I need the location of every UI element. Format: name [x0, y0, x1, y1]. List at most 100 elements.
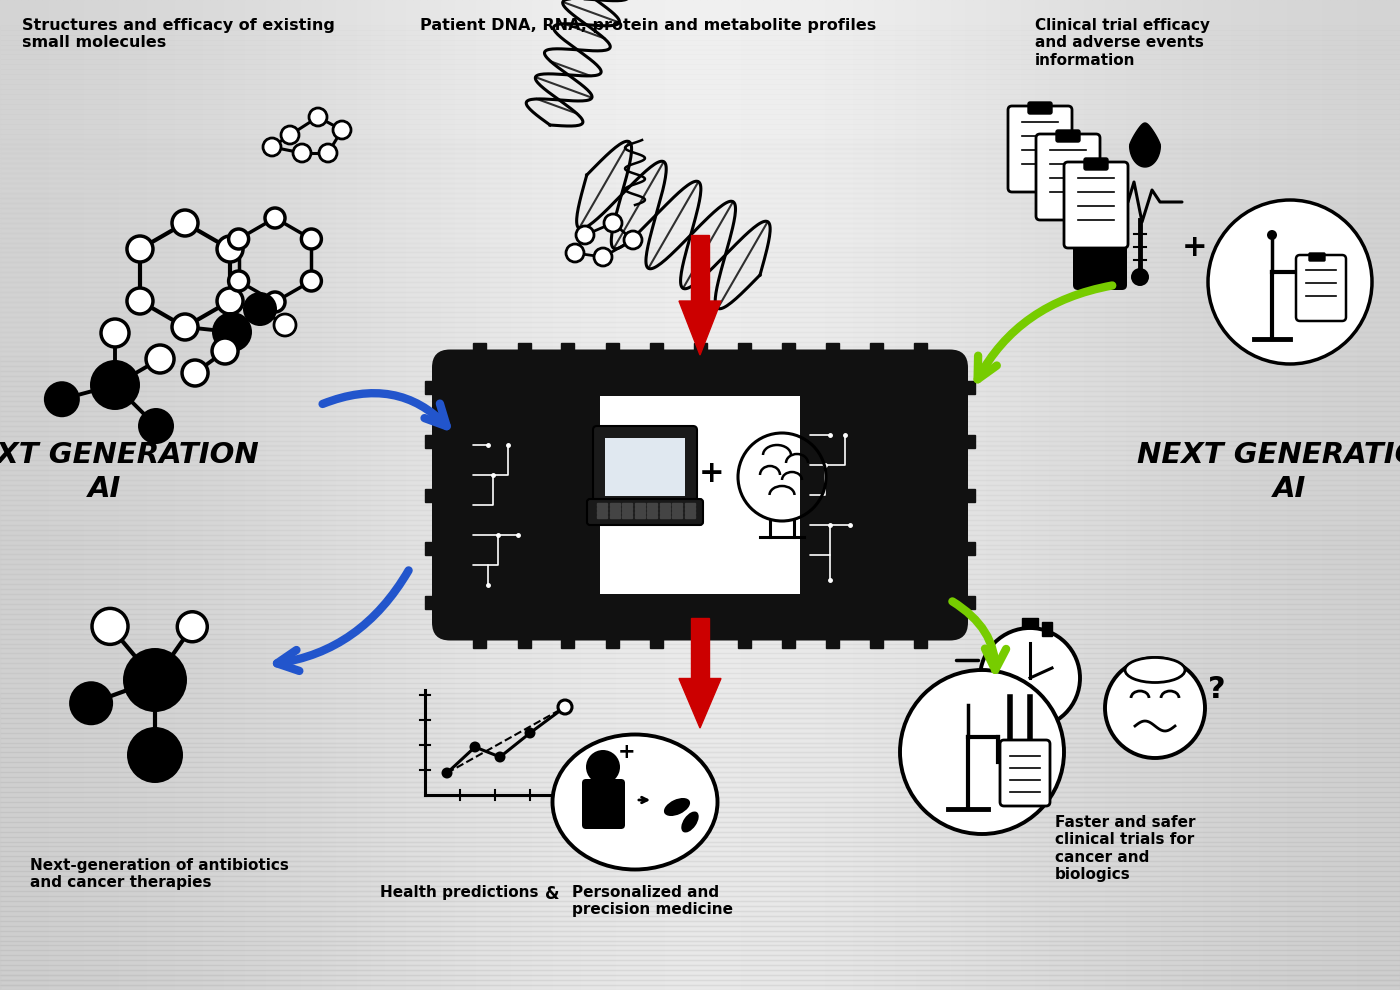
Bar: [0, 554, 1400, 559]
Text: &: &: [545, 885, 559, 903]
Bar: [1155, 0, 1162, 990]
Bar: [0, 792, 1400, 797]
Circle shape: [92, 609, 127, 644]
Bar: [473, 343, 487, 367]
FancyBboxPatch shape: [1064, 162, 1128, 248]
Bar: [0, 629, 1400, 634]
Bar: [0, 282, 1400, 287]
Ellipse shape: [1126, 657, 1184, 682]
Bar: [0, 549, 1400, 554]
Bar: [0, 574, 1400, 579]
Bar: [1029, 0, 1036, 990]
Bar: [596, 511, 608, 514]
FancyBboxPatch shape: [594, 426, 697, 506]
Bar: [659, 503, 669, 506]
Bar: [692, 235, 708, 301]
Bar: [392, 0, 399, 990]
Bar: [560, 0, 567, 990]
Bar: [609, 511, 620, 514]
Bar: [0, 480, 1400, 485]
Bar: [0, 460, 1400, 465]
Bar: [0, 366, 1400, 371]
Bar: [1022, 618, 1037, 628]
Bar: [0, 559, 1400, 564]
Bar: [738, 343, 750, 367]
Bar: [0, 50, 1400, 54]
Bar: [805, 396, 935, 594]
Bar: [0, 322, 1400, 327]
Polygon shape: [1130, 123, 1161, 167]
Bar: [0, 307, 1400, 312]
Bar: [469, 0, 476, 990]
Bar: [0, 653, 1400, 658]
Bar: [561, 623, 574, 647]
Bar: [0, 297, 1400, 302]
Bar: [539, 0, 546, 990]
Bar: [1042, 622, 1051, 636]
Bar: [511, 0, 518, 990]
Bar: [1253, 0, 1260, 990]
Bar: [1239, 0, 1246, 990]
Circle shape: [172, 210, 197, 236]
Bar: [252, 0, 259, 990]
Bar: [0, 158, 1400, 163]
Bar: [0, 396, 1400, 401]
Bar: [679, 0, 686, 990]
Bar: [0, 346, 1400, 351]
Bar: [693, 343, 707, 367]
Bar: [1015, 0, 1022, 990]
Bar: [0, 79, 1400, 84]
Bar: [913, 623, 927, 647]
Bar: [301, 0, 308, 990]
Bar: [1302, 0, 1309, 990]
Circle shape: [178, 612, 207, 642]
Bar: [634, 507, 644, 510]
Bar: [1316, 0, 1323, 990]
Bar: [336, 0, 343, 990]
FancyBboxPatch shape: [587, 499, 703, 525]
Bar: [224, 0, 231, 990]
Bar: [0, 109, 1400, 114]
Bar: [685, 511, 694, 514]
Bar: [434, 0, 441, 990]
Bar: [781, 343, 795, 367]
Circle shape: [43, 381, 80, 417]
Bar: [245, 0, 252, 990]
Text: +: +: [699, 458, 725, 487]
Bar: [756, 0, 763, 990]
Ellipse shape: [682, 812, 699, 833]
Bar: [980, 0, 987, 990]
Bar: [518, 343, 531, 367]
Circle shape: [217, 236, 244, 262]
FancyBboxPatch shape: [1084, 158, 1107, 170]
Text: NEXT GENERATION
AI: NEXT GENERATION AI: [0, 441, 259, 503]
Bar: [0, 772, 1400, 777]
Bar: [203, 0, 210, 990]
Bar: [693, 0, 700, 990]
Bar: [0, 614, 1400, 619]
Text: Personalized and
precision medicine: Personalized and precision medicine: [573, 885, 734, 918]
Bar: [1281, 0, 1288, 990]
Bar: [609, 507, 620, 510]
Bar: [1225, 0, 1232, 990]
Bar: [561, 343, 574, 367]
Bar: [770, 0, 777, 990]
Bar: [210, 0, 217, 990]
Bar: [0, 0, 7, 990]
Bar: [0, 703, 1400, 708]
Bar: [1071, 0, 1078, 990]
Bar: [0, 752, 1400, 757]
Bar: [951, 596, 974, 609]
Bar: [924, 0, 931, 990]
Bar: [791, 0, 798, 990]
Bar: [595, 0, 602, 990]
Bar: [0, 599, 1400, 604]
Bar: [609, 0, 616, 990]
Bar: [0, 238, 1400, 243]
Bar: [217, 0, 224, 990]
Bar: [0, 762, 1400, 767]
Bar: [35, 0, 42, 990]
Bar: [168, 0, 175, 990]
Text: Clinical trial efficacy
and adverse events
information: Clinical trial efficacy and adverse even…: [1035, 18, 1210, 67]
Bar: [644, 0, 651, 990]
